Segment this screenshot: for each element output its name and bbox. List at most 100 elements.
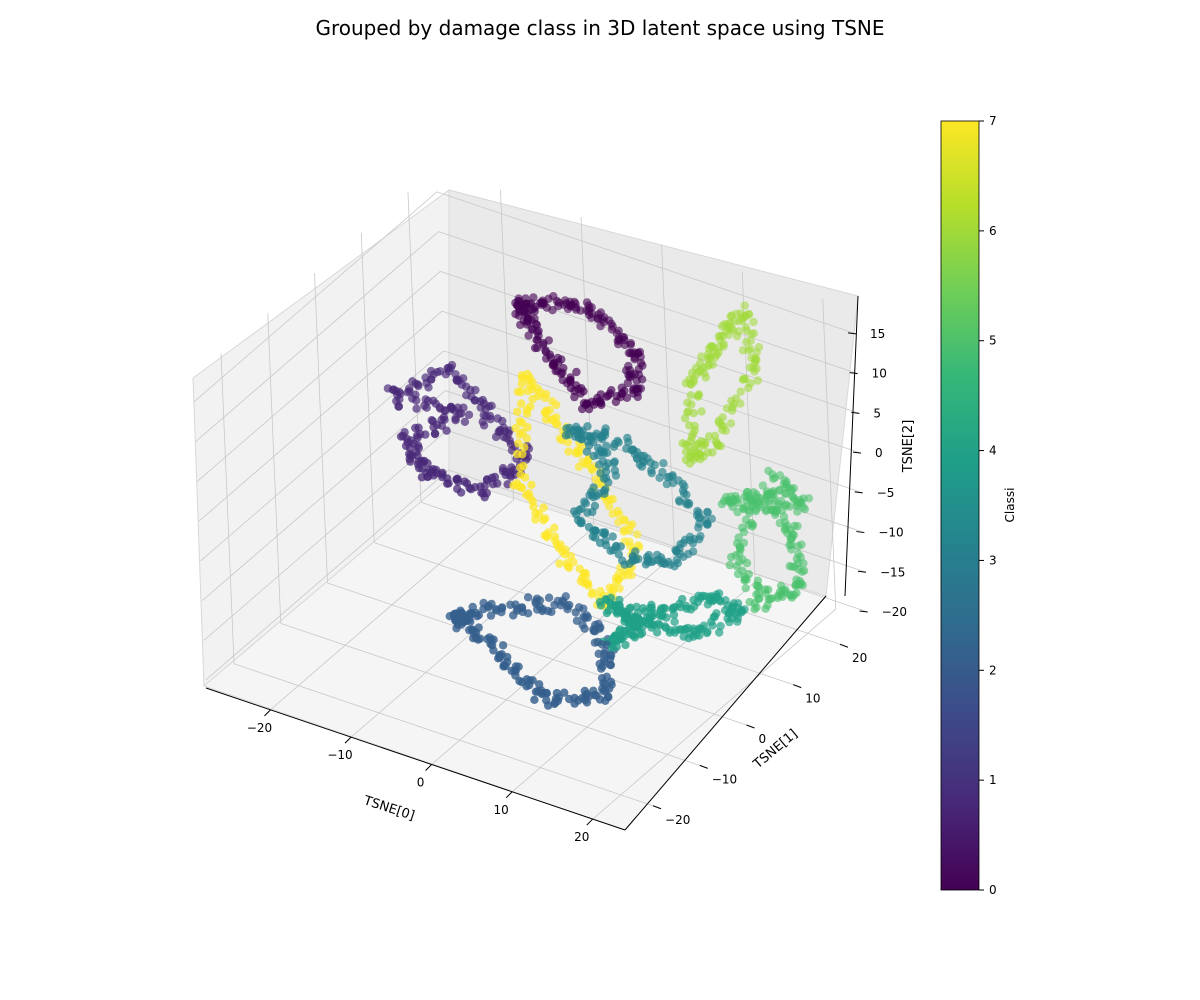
colorbar-tick-label: 1 xyxy=(989,773,997,787)
scatter-point-class-0 xyxy=(578,404,587,414)
scatter-point-class-3 xyxy=(679,489,689,498)
scatter-point-class-4 xyxy=(716,621,725,631)
scatter-point-class-1 xyxy=(406,457,415,466)
colorbar-tick-label: 2 xyxy=(989,663,997,677)
scatter-point-class-6 xyxy=(701,373,711,382)
y-tick-label: −10 xyxy=(712,772,737,786)
scatter-point-class-7 xyxy=(564,447,573,456)
scatter-point-class-6 xyxy=(712,350,721,359)
chart-title: Grouped by damage class in 3D latent spa… xyxy=(315,16,885,40)
scatter-point-class-7 xyxy=(548,397,557,406)
scatter-point-class-0 xyxy=(528,325,537,334)
gridline xyxy=(327,582,747,726)
scatter-point-class-1 xyxy=(442,426,451,435)
scatter-point-class-3 xyxy=(657,558,666,568)
scatter-point-class-7 xyxy=(551,536,560,545)
y-tick-label: 0 xyxy=(759,732,767,746)
scatter-point-class-2 xyxy=(542,689,551,698)
scatter-point-class-4 xyxy=(595,597,605,607)
scatter-point-class-0 xyxy=(626,340,635,350)
scatter-point-class-0 xyxy=(599,317,609,327)
scatter-point-class-4 xyxy=(670,617,679,626)
scatter-point-class-5 xyxy=(769,474,778,483)
scatter-point-class-5 xyxy=(787,484,796,494)
scatter-point-class-6 xyxy=(715,342,724,352)
scatter-point-class-4 xyxy=(647,603,656,612)
scatter-point-class-0 xyxy=(524,331,533,340)
scatter-point-class-4 xyxy=(732,608,741,617)
scatter-point-class-7 xyxy=(539,503,548,512)
z-tick-label: 15 xyxy=(870,327,885,341)
scatter-point-class-3 xyxy=(675,497,684,506)
scatter-point-class-5 xyxy=(755,500,764,509)
scatter-point-class-1 xyxy=(439,413,449,422)
scatter-point-class-4 xyxy=(705,596,714,605)
scatter-point-class-2 xyxy=(473,635,483,644)
scatter-point-class-4 xyxy=(659,603,668,613)
scatter-point-class-7 xyxy=(625,526,634,535)
gridline xyxy=(202,390,446,601)
scatter-point-class-2 xyxy=(506,600,515,609)
scatter-point-class-1 xyxy=(456,409,466,418)
scatter-point-class-3 xyxy=(646,458,655,467)
scatter-point-class-7 xyxy=(547,415,556,425)
scatter-point-class-0 xyxy=(544,336,553,345)
scatter-point-class-0 xyxy=(536,298,545,308)
x-tick-label: 10 xyxy=(494,803,509,817)
scatter-point-class-7 xyxy=(540,531,549,540)
scatter-point-class-1 xyxy=(412,404,421,413)
z-tick xyxy=(849,372,858,375)
scatter-point-class-4 xyxy=(619,626,629,636)
scatter-point-class-5 xyxy=(793,507,802,516)
scatter-point-class-2 xyxy=(459,617,468,627)
scatter-point-class-6 xyxy=(741,322,750,332)
scatter-point-class-2 xyxy=(582,698,592,707)
scatter-point-class-0 xyxy=(622,366,631,375)
scatter-point-class-5 xyxy=(793,559,803,568)
scatter-point-class-3 xyxy=(610,466,620,475)
scatter-point-class-3 xyxy=(647,466,656,475)
scatter-point-class-5 xyxy=(782,500,791,509)
scatter-point-class-3 xyxy=(594,489,604,498)
scatter-point-class-7 xyxy=(522,405,532,414)
scatter-point-class-4 xyxy=(604,606,613,615)
scatter-point-class-1 xyxy=(414,423,423,432)
scatter-point-class-0 xyxy=(541,347,551,357)
scatter-point-class-2 xyxy=(592,691,601,700)
scatter-point-class-0 xyxy=(584,310,594,319)
scatter-point-class-6 xyxy=(696,366,706,375)
scatter-point-class-2 xyxy=(487,641,497,650)
scatter-point-class-0 xyxy=(542,354,551,363)
scatter-point-class-2 xyxy=(571,608,580,617)
scatter-point-class-7 xyxy=(539,516,548,525)
scatter-point-class-6 xyxy=(689,377,698,386)
x-tick-label: −20 xyxy=(247,721,272,735)
z-tick-label: −20 xyxy=(882,605,907,619)
scatter-point-class-3 xyxy=(565,423,574,433)
z-axis-label: TSNE[2] xyxy=(901,420,916,474)
scatter-point-class-3 xyxy=(668,471,677,480)
scatter-point-class-1 xyxy=(451,414,460,423)
scatter-point-class-4 xyxy=(607,643,617,653)
y-axis-ticks: −20 −10 0 10 20 xyxy=(652,643,867,827)
colorbar-tick-label: 5 xyxy=(989,334,997,348)
gridline xyxy=(198,310,443,522)
scatter-point-class-2 xyxy=(494,654,503,663)
scatter-point-class-3 xyxy=(571,432,580,441)
gridline xyxy=(267,313,282,624)
scatter-point-class-2 xyxy=(538,605,548,614)
scatter-point-class-4 xyxy=(689,595,698,605)
x-tick xyxy=(586,818,594,826)
scatter-point-class-5 xyxy=(752,603,761,612)
scatter-point-class-0 xyxy=(579,387,588,396)
scatter-point-class-1 xyxy=(456,488,466,497)
scatter-point-class-4 xyxy=(665,626,675,635)
scatter-point-class-6 xyxy=(753,376,762,385)
scatter-point-class-3 xyxy=(641,560,651,569)
colorbar: 0 1 2 3 4 5 6 7 Classi xyxy=(940,114,1017,897)
scatter-point-class-2 xyxy=(601,696,610,705)
scatter-point-class-5 xyxy=(764,466,773,475)
scatter-point-class-3 xyxy=(577,435,586,444)
z-tick xyxy=(859,610,868,613)
scatter-point-class-1 xyxy=(413,460,423,469)
